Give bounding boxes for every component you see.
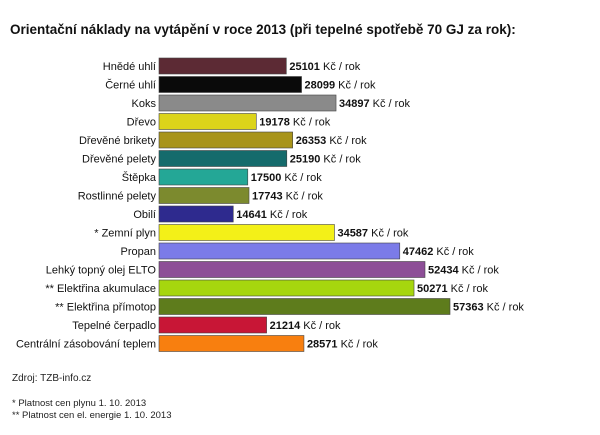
bar-row-6 — [158, 168, 249, 186]
category-label: Rostlinné pelety — [78, 191, 157, 203]
category-label: Dřevěné brikety — [79, 135, 157, 147]
value-label: 26353 Kč / rok — [296, 135, 367, 147]
value-label: 25190 Kč / rok — [290, 154, 361, 166]
value-label: 17743 Kč / rok — [252, 191, 323, 203]
footnotes: * Platnost cen plynu 1. 10. 2013 ** Plat… — [12, 398, 172, 422]
category-label: ** Elektřina akumulace — [45, 283, 156, 295]
value-label: 50271 Kč / rok — [417, 283, 488, 295]
bar-row-8 — [158, 205, 234, 223]
bar-row-5 — [158, 150, 288, 167]
value-label: 52434 Kč / rok — [428, 265, 499, 277]
category-label: Centrální zásobování teplem — [16, 339, 156, 351]
category-label: Dřevo — [127, 117, 156, 129]
value-label: 28099 Kč / rok — [305, 80, 376, 92]
value-label: 34897 Kč / rok — [339, 98, 410, 110]
bar-row-15 — [158, 335, 305, 352]
bar-row-9 — [158, 224, 335, 241]
value-label: 21214 Kč / rok — [270, 320, 341, 332]
value-label: 14641 Kč / rok — [236, 209, 307, 221]
category-label: Tepelné čerpadlo — [72, 320, 156, 332]
bar-row-11 — [158, 261, 426, 278]
category-label: ** Elektřina přímotop — [55, 302, 156, 314]
chart-title: Orientační náklady na vytápění v roce 20… — [10, 22, 516, 37]
bar-row-0 — [158, 57, 287, 75]
category-label: Lehký topný olej ELTO — [46, 265, 157, 277]
category-label: Černé uhlí — [105, 79, 156, 92]
source-note: Zdroj: TZB-info.cz — [12, 373, 92, 384]
value-label: 34587 Kč / rok — [337, 228, 408, 240]
category-label: Dřevěné pelety — [82, 154, 156, 166]
bar-row-4 — [158, 131, 293, 149]
value-label: 19178 Kč / rok — [259, 117, 330, 129]
value-label: 47462 Kč / rok — [403, 246, 474, 258]
category-label: Obilí — [133, 209, 156, 221]
category-label: Štěpka — [122, 171, 157, 184]
category-label: Koks — [132, 98, 157, 110]
category-label: Hnědé uhlí — [103, 61, 156, 73]
value-label: 28571 Kč / rok — [307, 339, 378, 351]
category-label: * Zemní plyn — [94, 228, 156, 240]
bar-row-12 — [158, 279, 415, 297]
footnote-electricity: ** Platnost cen el. energie 1. 10. 2013 — [12, 410, 172, 421]
value-label: 57363 Kč / rok — [453, 302, 524, 314]
bar-row-1 — [158, 76, 302, 93]
value-label: 17500 Kč / rok — [251, 172, 322, 184]
bar-row-3 — [158, 113, 257, 130]
bar-row-14 — [158, 316, 267, 334]
bar-chart: Hnědé uhlí 25101 Kč / rok Černé uhlí 28099 … — [16, 57, 524, 352]
category-label: Propan — [121, 246, 156, 258]
bar-row-7 — [158, 187, 250, 204]
bar-row-2 — [158, 94, 337, 112]
value-label: 25101 Kč / rok — [289, 61, 360, 73]
bar-row-13 — [158, 298, 451, 315]
footnote-gas: * Platnost cen plynu 1. 10. 2013 — [12, 398, 147, 409]
bar-row-10 — [158, 242, 401, 260]
